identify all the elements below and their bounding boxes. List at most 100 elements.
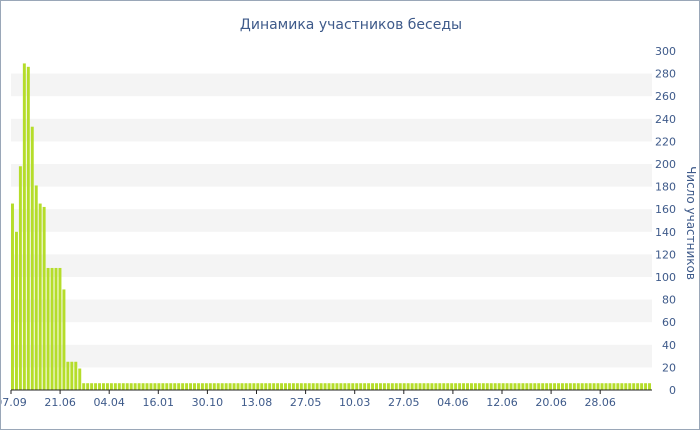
bar <box>193 383 196 390</box>
y-tick-label: 100 <box>655 271 676 284</box>
bar <box>204 383 208 390</box>
y-tick-label: 300 <box>655 45 676 58</box>
bar <box>505 383 509 390</box>
bar <box>533 383 537 390</box>
bars-group <box>11 63 651 391</box>
bar <box>521 383 525 390</box>
grid-bands <box>11 73 652 368</box>
bar <box>517 383 521 390</box>
bar <box>260 383 264 390</box>
bar <box>545 383 549 390</box>
bar <box>489 383 493 390</box>
bar <box>367 383 371 390</box>
bar <box>640 383 644 390</box>
grid-band <box>11 73 652 97</box>
bar <box>351 383 355 390</box>
bar <box>299 383 303 390</box>
x-tick-label: 04.06 <box>437 396 469 409</box>
bar <box>331 383 335 390</box>
bar <box>382 383 386 390</box>
bar <box>525 383 529 390</box>
x-tick-label: 27.05 <box>388 396 420 409</box>
grid-band <box>11 164 652 187</box>
bar <box>34 185 38 390</box>
grid-band <box>11 209 652 232</box>
bar <box>18 166 22 390</box>
x-tick-label: 13.08 <box>241 396 273 409</box>
y-tick-label: 200 <box>655 158 676 171</box>
x-tick-label: 27.05 <box>290 396 322 409</box>
y-tick-labels: 0 20 40 60 80 100 120 140 160 180 200 220 240 260 280 3… <box>655 45 676 397</box>
bar <box>564 383 568 390</box>
bar <box>189 383 193 390</box>
bar <box>624 383 628 390</box>
bar <box>228 383 232 390</box>
x-tick-label: 21.06 <box>44 396 76 409</box>
bar <box>276 383 280 390</box>
y-tick-label: 40 <box>662 339 676 352</box>
bar <box>284 383 287 390</box>
bar <box>394 383 398 390</box>
x-tick-label: 16.01 <box>143 396 175 409</box>
bar <box>406 383 410 390</box>
y-tick-label: 80 <box>662 294 676 307</box>
bar <box>22 63 26 391</box>
bar <box>588 383 592 390</box>
bar <box>121 383 125 390</box>
bar <box>557 383 560 390</box>
bar <box>438 383 442 390</box>
bar <box>426 383 430 390</box>
bar <box>220 383 224 390</box>
x-tick-label: 07.09 <box>1 396 27 409</box>
bar <box>628 383 632 390</box>
bar <box>541 383 545 390</box>
bar <box>327 383 331 390</box>
bar <box>363 383 367 390</box>
bar <box>386 383 390 390</box>
bar <box>240 383 244 390</box>
bar <box>450 383 454 390</box>
bar <box>553 383 557 390</box>
bar <box>58 267 62 390</box>
bar <box>537 383 541 390</box>
bar <box>568 383 572 390</box>
x-tick-label: 04.04 <box>93 396 125 409</box>
bar <box>378 383 382 390</box>
bar <box>616 383 620 390</box>
bar <box>644 383 648 390</box>
bar <box>608 383 612 390</box>
bar <box>347 383 351 390</box>
bar <box>462 383 466 390</box>
bar <box>339 383 343 390</box>
bar <box>375 383 378 390</box>
x-tick-labels: 07.09 21.06 04.04 16.01 30.10 13.08 27.05 10.03… <box>1 390 616 409</box>
bar <box>422 383 426 390</box>
bar <box>481 383 485 390</box>
bar <box>181 383 185 390</box>
x-tick-label: 12.06 <box>486 396 518 409</box>
bar <box>469 383 473 390</box>
bar <box>311 383 315 390</box>
y-tick-label: 280 <box>655 68 676 81</box>
bar <box>529 383 533 390</box>
grid-band <box>11 299 652 323</box>
bar <box>11 203 14 390</box>
bar <box>185 383 189 390</box>
bar <box>54 267 58 390</box>
bar <box>335 383 339 390</box>
bar <box>446 383 450 390</box>
chart-title: Динамика участников беседы <box>240 17 462 33</box>
y-tick-label: 160 <box>655 203 676 216</box>
bar <box>280 383 284 390</box>
x-tick-label: 20.06 <box>535 396 567 409</box>
bar <box>98 383 102 390</box>
bar <box>371 383 375 390</box>
bar <box>90 383 94 390</box>
bar <box>244 383 248 390</box>
bar <box>196 383 200 390</box>
y-tick-label: 120 <box>655 248 676 261</box>
y-tick-label: 140 <box>655 226 676 239</box>
bar <box>473 383 477 390</box>
